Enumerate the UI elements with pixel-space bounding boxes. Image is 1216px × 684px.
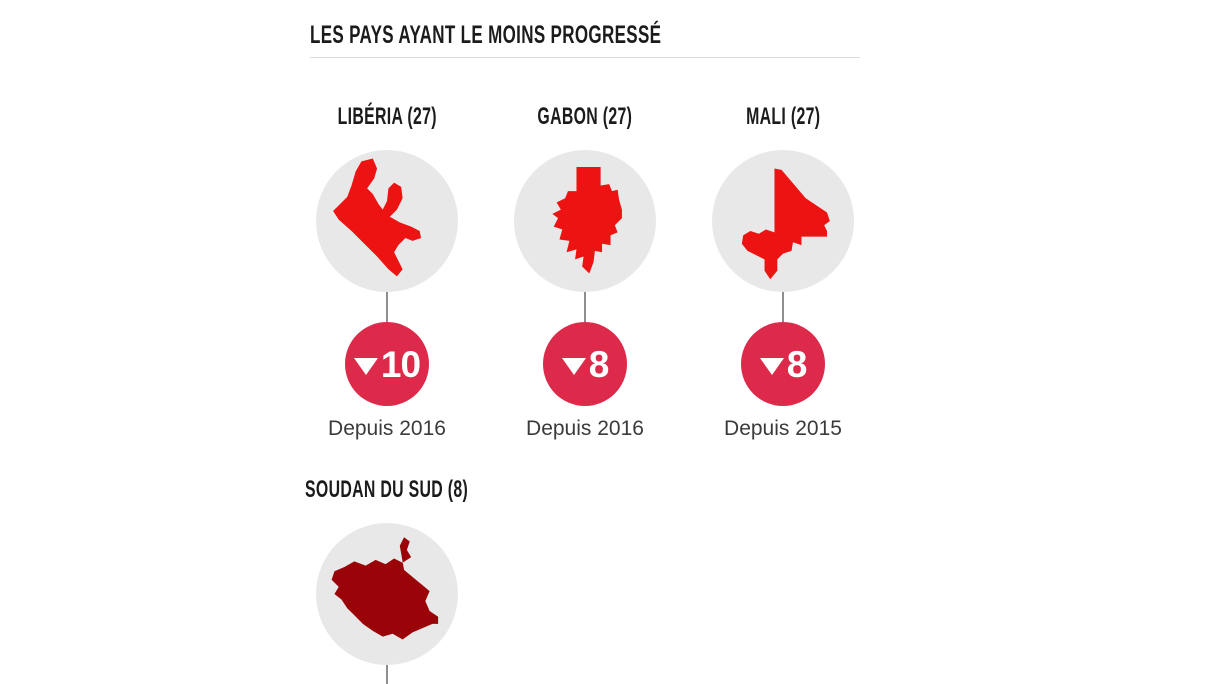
decline-badge: 8 <box>741 322 825 406</box>
infographic-header: LES PAYS AYANT LE MOINS PROGRESSÉ <box>310 22 860 58</box>
delta-value: 8 <box>786 343 808 385</box>
since-caption: Depuis 2015 <box>724 417 842 440</box>
decrease-triangle-icon <box>759 357 784 375</box>
page-title: LES PAYS AYANT LE MOINS PROGRESSÉ <box>310 21 662 49</box>
country-map-circle <box>712 150 854 292</box>
since-caption: Depuis 2016 <box>328 417 446 440</box>
cards-row-top: LIBÉRIA (27) 10 Depuis 2016 GABON (27) <box>288 103 882 441</box>
country-map-circle <box>316 523 458 665</box>
delta-value: 8 <box>588 343 610 385</box>
south-sudan-map-icon <box>331 537 439 640</box>
decline-badge: 10 <box>345 322 429 406</box>
country-card-liberia: LIBÉRIA (27) 10 Depuis 2016 <box>288 103 486 441</box>
country-map-circle <box>514 150 656 292</box>
cards-row-bottom: SOUDAN DU SUD (8) <box>288 476 486 684</box>
country-label: LIBÉRIA (27) <box>337 103 437 130</box>
country-label: SOUDAN DU SUD (8) <box>305 476 469 503</box>
country-map-circle <box>316 150 458 292</box>
delta-value: 10 <box>380 343 421 385</box>
connector-line <box>386 292 388 322</box>
country-card-gabon: GABON (27) 8 Depuis 2016 <box>486 103 684 441</box>
since-caption: Depuis 2016 <box>526 417 644 440</box>
connector-line <box>584 292 586 322</box>
connector-line <box>782 292 784 322</box>
mali-map-icon <box>741 168 830 280</box>
country-label: MALI (27) <box>745 103 821 130</box>
title-divider <box>310 57 860 58</box>
liberia-map-icon <box>333 158 422 277</box>
decrease-triangle-icon <box>353 357 378 375</box>
decline-badge: 8 <box>543 322 627 406</box>
country-card-mali: MALI (27) 8 Depuis 2015 <box>684 103 882 441</box>
country-card-south-sudan: SOUDAN DU SUD (8) <box>288 476 486 684</box>
gabon-map-icon <box>552 167 622 274</box>
connector-line <box>386 665 388 684</box>
decrease-triangle-icon <box>561 357 586 375</box>
country-label: GABON (27) <box>537 103 633 130</box>
